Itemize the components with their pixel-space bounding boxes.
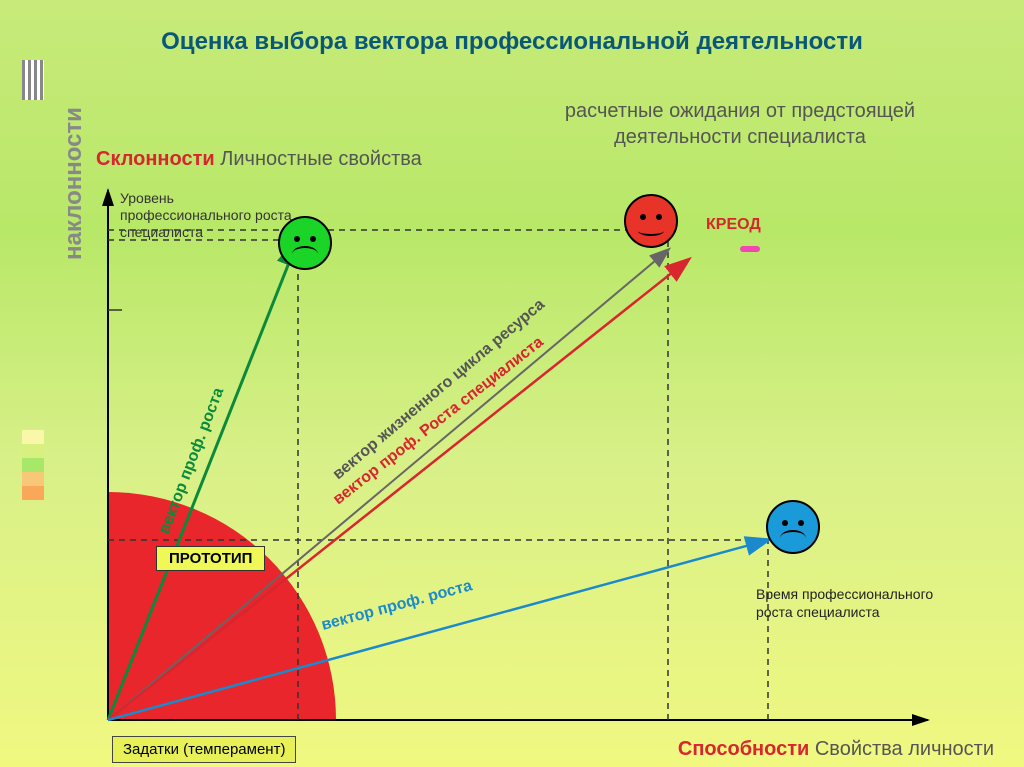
prototype-box: ПРОТОТИП [156, 546, 265, 571]
heading-left: Склонности Личностные свойства [96, 148, 422, 171]
page-title: Оценка выбора вектора профессиональной д… [0, 28, 1024, 56]
svg-text:вектор жизненного цикла ресурс: вектор жизненного цикла ресурса [330, 296, 548, 483]
quarter-circle [108, 492, 336, 720]
face-blue [766, 500, 820, 554]
chart-area: вектор проф. роста вектор жизненного цик… [108, 200, 978, 720]
y-axis-label: наклонности [60, 107, 88, 260]
decor-bars [22, 60, 44, 100]
heading-right: расчетные ожидания от предстоящей деятел… [550, 98, 930, 150]
face-red [624, 194, 678, 248]
vector-gray [108, 250, 668, 720]
decor-swatches [22, 430, 44, 500]
face-green [278, 216, 332, 270]
chart-svg: вектор проф. роста вектор жизненного цик… [108, 200, 978, 720]
vector-red [108, 260, 688, 720]
bottom-right-label: Способности Свойства личности [678, 738, 994, 761]
x-axis-box: Задатки (темперамент) [112, 736, 296, 763]
svg-text:вектор проф. Роста специалиста: вектор проф. Роста специалиста [330, 333, 547, 508]
